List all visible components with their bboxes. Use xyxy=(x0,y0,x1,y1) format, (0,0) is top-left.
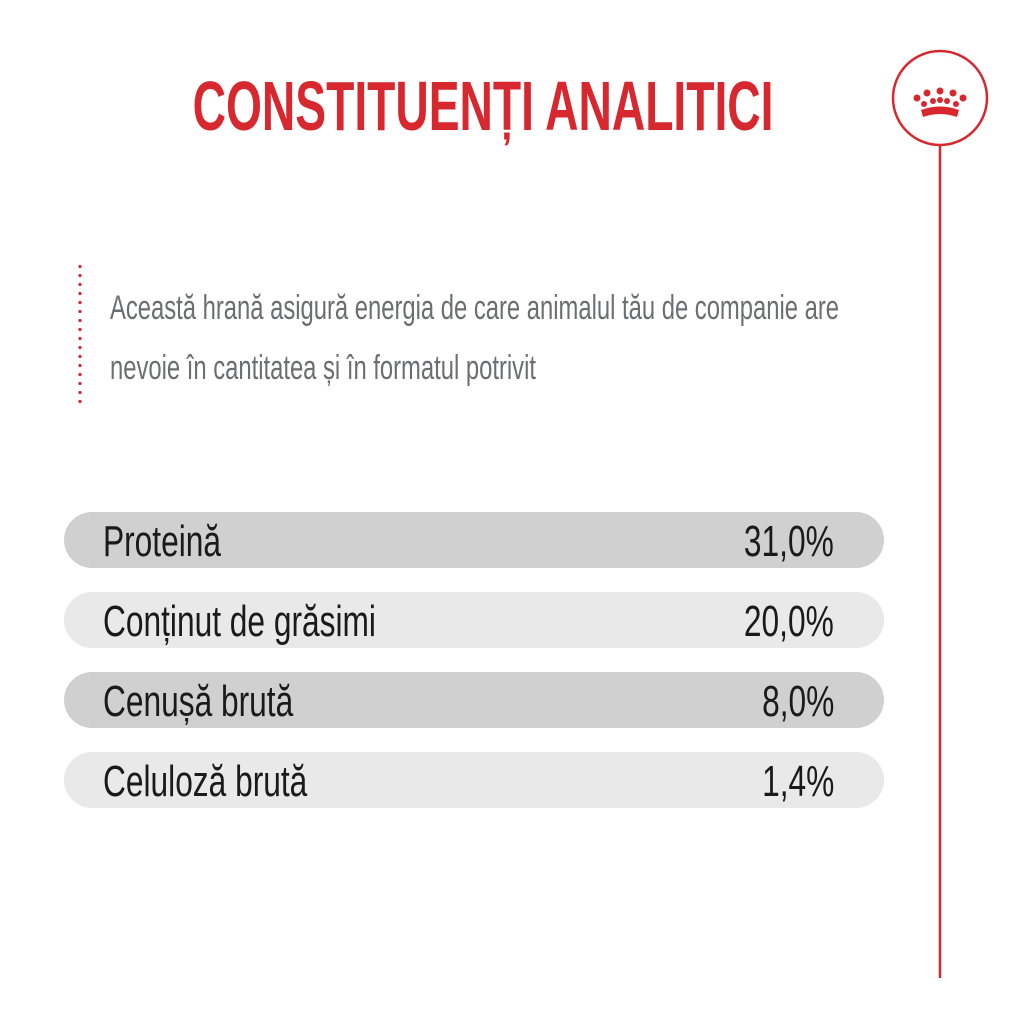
table-row: Proteină 31,0% xyxy=(64,512,884,568)
row-value: 31,0% xyxy=(744,517,834,566)
table-row: Conținut de grăsimi 20,0% xyxy=(64,592,884,648)
table-row: Celuloză brută 1,4% xyxy=(64,752,884,808)
row-label: Celuloză brută xyxy=(103,757,308,806)
row-label: Conținut de grăsimi xyxy=(103,597,376,646)
title-text: CONSTITUENȚI ANALITICI xyxy=(192,67,774,145)
crown-icon xyxy=(913,87,967,117)
row-value: 20,0% xyxy=(744,597,834,646)
description: Această hrană asigură energia de care an… xyxy=(110,289,840,387)
row-label: Cenușă brută xyxy=(103,677,294,726)
row-value: 1,4% xyxy=(761,757,834,806)
title: CONSTITUENȚI ANALITICI xyxy=(0,66,966,146)
row-label: Proteină xyxy=(103,517,222,566)
table-row: Cenușă brută 8,0% xyxy=(64,672,884,728)
row-value: 8,0% xyxy=(761,677,834,726)
dotted-rule xyxy=(78,262,82,404)
